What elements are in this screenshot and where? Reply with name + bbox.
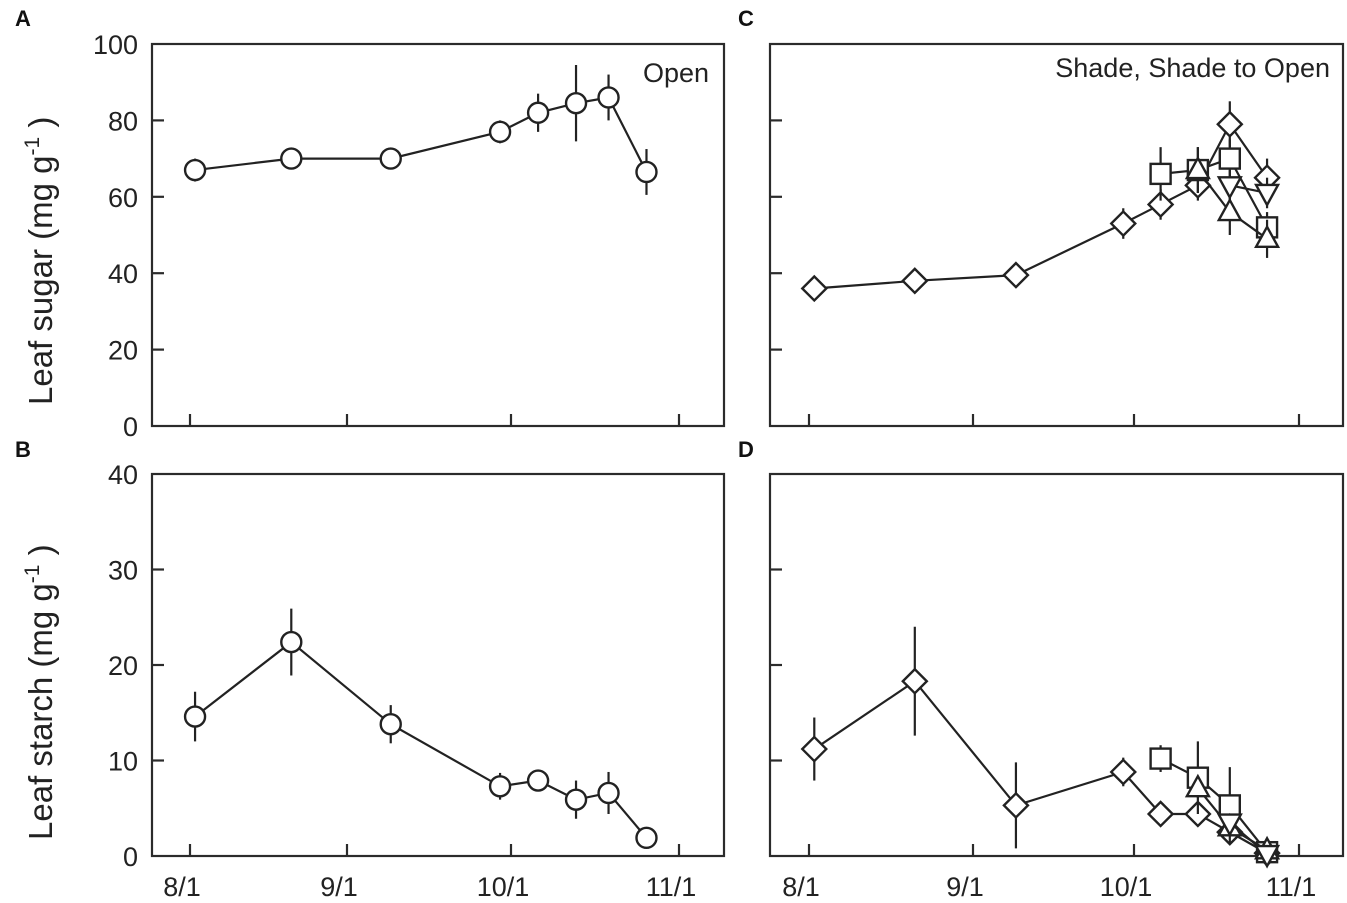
y-tick-label: 40	[108, 259, 138, 289]
y-tick-label: 80	[108, 106, 138, 136]
series-triangle-down	[1216, 170, 1281, 209]
panel-letter-d: D	[738, 437, 754, 462]
circle-marker	[526, 101, 550, 124]
panel-a-annotation: Open	[643, 58, 709, 88]
x-tick-label: 11/1	[646, 872, 697, 902]
diamond-marker	[800, 735, 828, 763]
triangle-down-marker	[1216, 813, 1243, 838]
panel-letter-a: A	[15, 6, 31, 31]
circle-marker	[379, 713, 402, 736]
y-tick-label: 10	[108, 747, 138, 777]
series-line	[1160, 757, 1268, 853]
triangle-up-marker	[1254, 224, 1281, 249]
triangle-up-marker	[1216, 197, 1243, 222]
y-tick-label: 20	[108, 336, 138, 366]
diamond-marker	[1146, 190, 1175, 219]
triangle-up-marker	[1184, 155, 1211, 180]
circle-marker	[488, 775, 512, 798]
panel-letter-b: B	[15, 437, 31, 462]
circle-marker	[526, 769, 550, 792]
series-diamond	[800, 101, 1281, 303]
circle-marker	[280, 630, 303, 654]
diamond-marker	[901, 267, 929, 295]
square-marker	[1149, 747, 1172, 770]
y-tick-label: 30	[108, 556, 138, 586]
series-line	[1160, 157, 1269, 228]
y-tick-label: 0	[123, 412, 138, 442]
y-tick-label: 20	[108, 651, 138, 681]
x-tick-label: 10/1	[1100, 872, 1153, 902]
x-tick-label: 10/1	[477, 872, 530, 902]
y-tick-label: 60	[108, 183, 138, 213]
circle-marker	[564, 92, 588, 115]
y-axis-title-sugar: Leaf sugar (mg g-1 )	[21, 117, 59, 405]
triangle-up-marker	[1184, 773, 1211, 798]
circle-marker	[597, 781, 620, 805]
series-line	[814, 122, 1268, 290]
data-layer	[183, 65, 1281, 869]
y-axis-title-starch: Leaf starch (mg g-1 )	[21, 544, 59, 840]
circle-marker	[379, 147, 402, 170]
diamond-marker	[1109, 758, 1137, 786]
diamond-marker	[1146, 800, 1175, 828]
diamond-marker	[1109, 209, 1137, 238]
square-marker	[1149, 162, 1172, 186]
series-circle	[183, 608, 658, 850]
square-marker	[1218, 147, 1242, 170]
triangle-down-marker	[1254, 844, 1281, 869]
panel-a-frame	[150, 42, 726, 428]
circle-marker	[635, 826, 658, 850]
panel-b-frame	[150, 472, 726, 858]
diamond-marker	[1002, 791, 1030, 820]
series-circle	[183, 65, 658, 195]
panel-c-frame	[768, 42, 1345, 428]
circle-marker	[635, 160, 658, 184]
square-marker	[1218, 794, 1242, 817]
circle-marker	[564, 788, 588, 811]
triangle-down-marker	[1216, 176, 1243, 200]
circle-marker	[488, 120, 512, 144]
diamond-marker	[800, 274, 828, 303]
x-tick-label: 8/1	[163, 872, 201, 902]
y-tick-label: 100	[93, 30, 138, 60]
panel-letter-c: C	[738, 6, 754, 31]
series-triangle-down	[1216, 813, 1281, 869]
panel-d-frame	[768, 472, 1345, 858]
x-tick-label: 11/1	[1266, 872, 1317, 902]
panel-c-annotation: Shade, Shade to Open	[1055, 53, 1330, 83]
diamond-marker	[1216, 110, 1244, 138]
circle-marker	[280, 147, 303, 170]
circle-marker	[597, 86, 620, 109]
y-tick-label: 40	[108, 460, 138, 490]
diamond-marker	[901, 667, 929, 695]
circle-marker	[183, 705, 207, 728]
axes-layer: 0 20 40 60 80 100 8/1 9/1 10/1 11/1 0 10 20 30 40 8/1 9/…	[93, 30, 1316, 902]
y-tick-label: 0	[123, 842, 138, 872]
diamond-marker	[1002, 261, 1030, 289]
circle-marker	[183, 158, 207, 182]
x-tick-label: 8/1	[782, 872, 820, 902]
triangle-down-marker	[1254, 183, 1281, 208]
x-tick-label: 9/1	[320, 872, 358, 902]
x-tick-label: 9/1	[946, 872, 984, 902]
series-diamond	[800, 626, 1281, 867]
